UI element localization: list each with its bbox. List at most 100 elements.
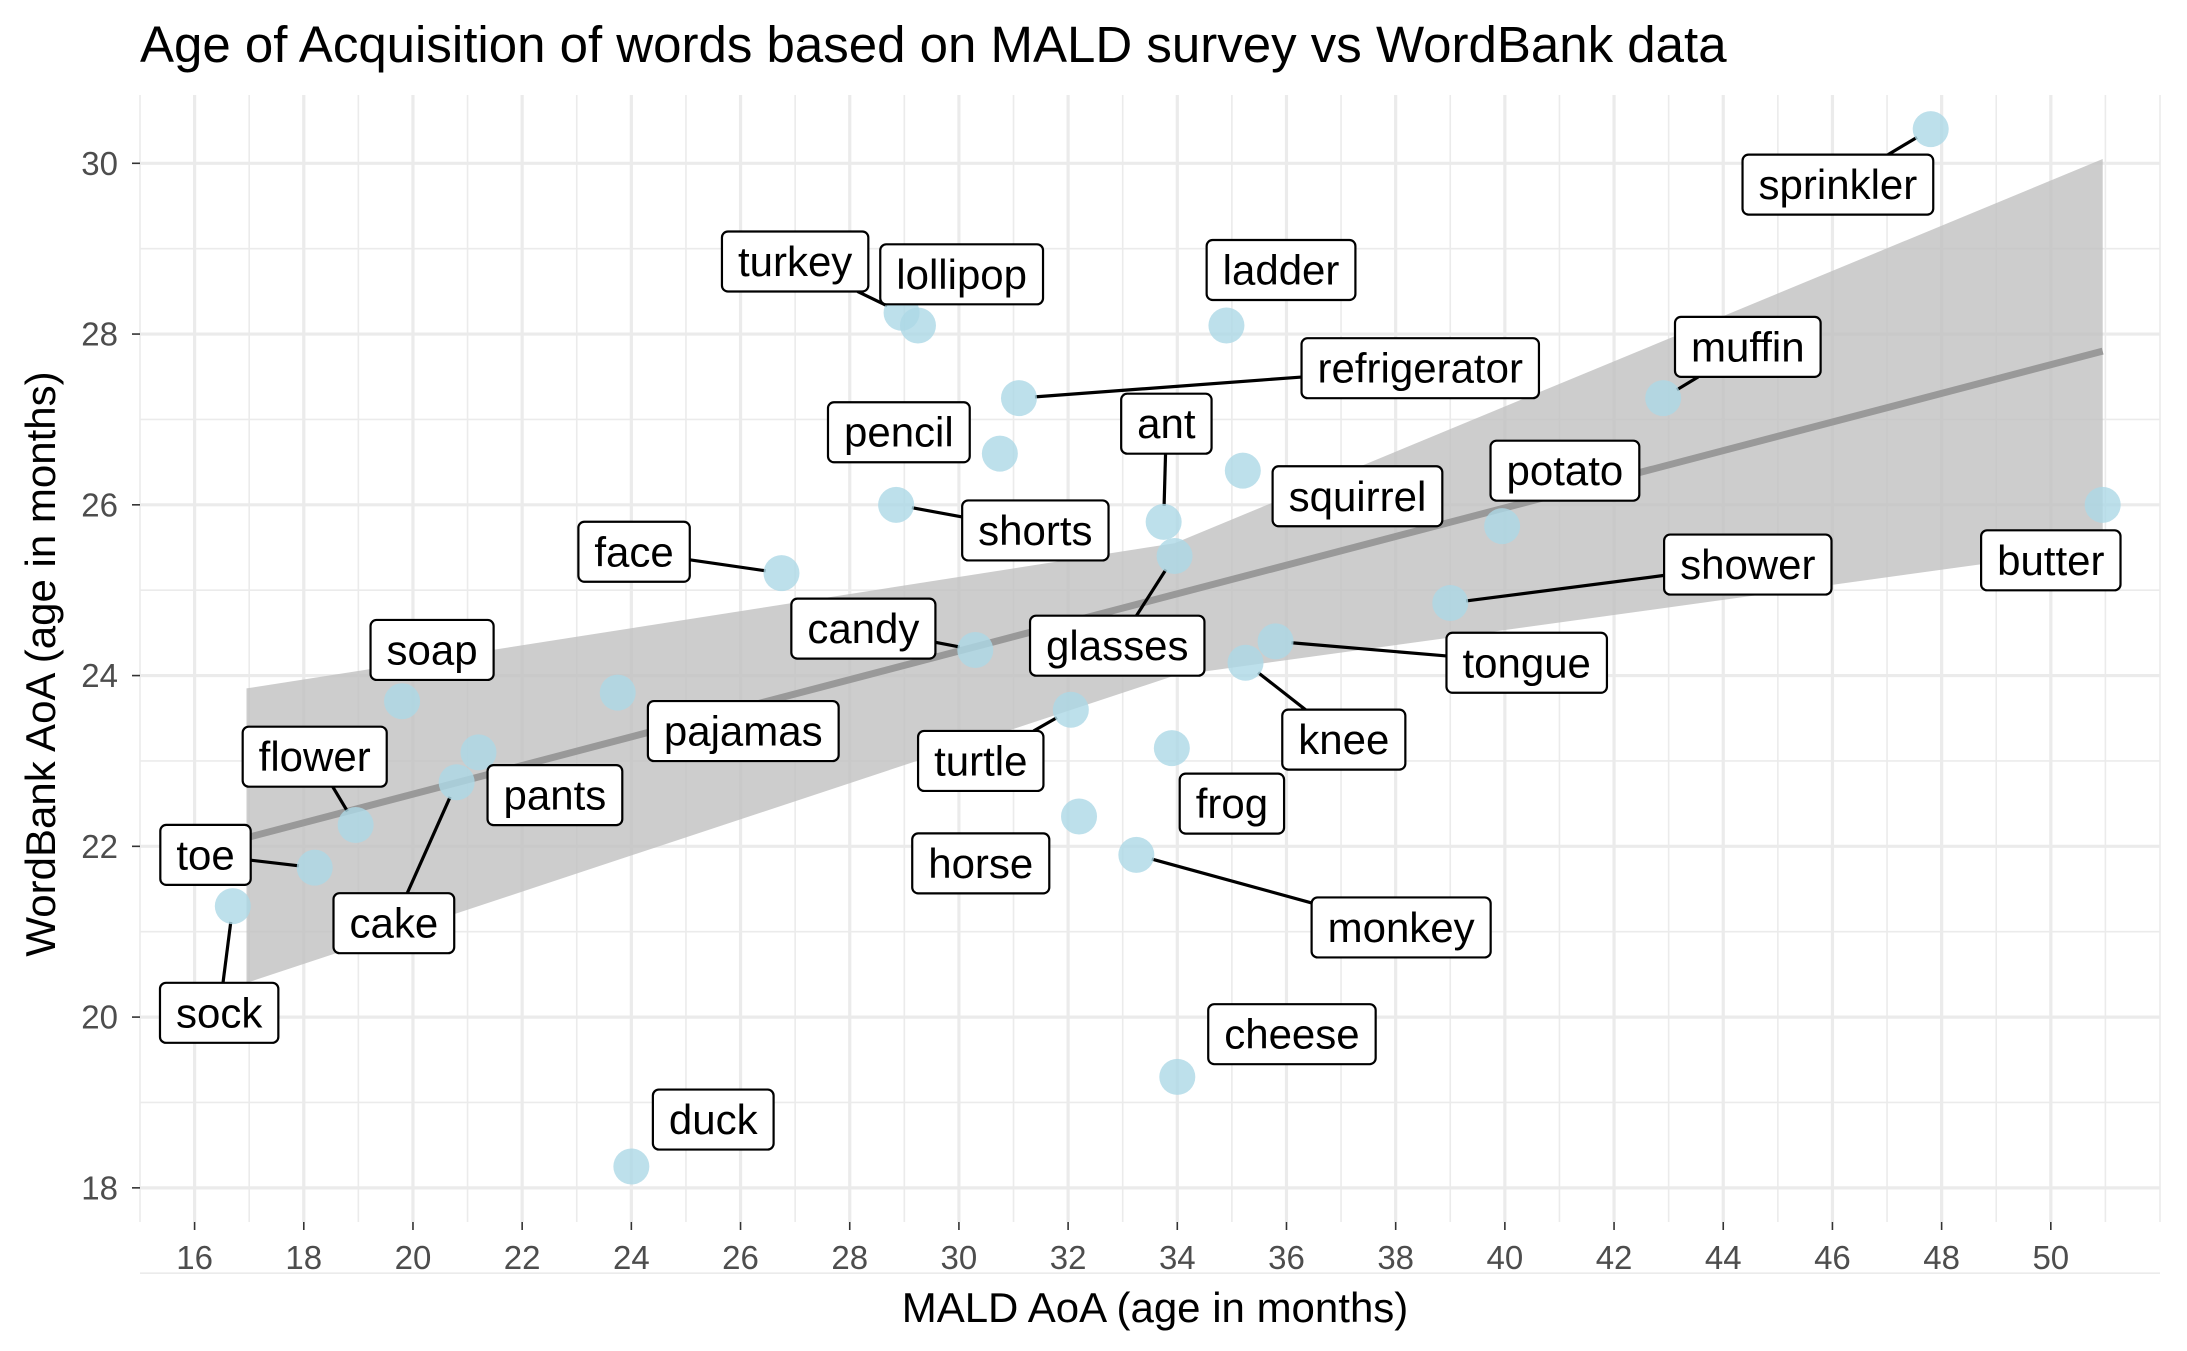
point-label-text: frog xyxy=(1196,780,1268,827)
y-tick-label: 18 xyxy=(81,1169,118,1206)
point-label-box xyxy=(1028,614,1206,677)
point-label-box xyxy=(1207,1003,1377,1066)
point-label-box xyxy=(1663,533,1833,596)
point-label-text: squirrel xyxy=(1289,473,1427,520)
point-label-text: sprinkler xyxy=(1759,161,1918,208)
label-leader-line xyxy=(1257,671,1307,711)
data-point xyxy=(899,307,936,344)
point-label: pencil xyxy=(826,401,971,464)
data-point xyxy=(1227,644,1264,681)
point-label: duck xyxy=(651,1088,775,1151)
point-label: shorts xyxy=(961,499,1110,562)
point-label-box xyxy=(646,699,840,763)
point-label-text: duck xyxy=(669,1096,759,1143)
point-label-text: toe xyxy=(176,831,234,878)
point-label: ladder xyxy=(1205,238,1357,302)
label-leader-line xyxy=(1291,641,1447,658)
point-label: potato xyxy=(1489,439,1641,502)
x-tick-label: 16 xyxy=(176,1239,213,1276)
point-label-box xyxy=(1489,439,1641,502)
x-tick-label: 48 xyxy=(1923,1239,1960,1276)
point-label-layer: sprinkler turkey lollipop ladder refrigerato… xyxy=(158,153,2122,1151)
point-label-box xyxy=(916,729,1045,793)
y-tick-label: 22 xyxy=(81,828,118,865)
point-label: squirrel xyxy=(1271,465,1444,528)
point-label-box xyxy=(1120,392,1213,455)
point-label-box xyxy=(369,618,495,682)
point-label-text: glasses xyxy=(1046,622,1188,669)
label-leader-line xyxy=(1032,716,1058,733)
label-leader-line xyxy=(935,640,960,649)
point-label: lollipop xyxy=(879,243,1045,306)
data-point xyxy=(1224,452,1261,489)
point-label: turkey xyxy=(720,230,870,293)
y-tick-label: 24 xyxy=(81,657,118,694)
x-tick-label: 30 xyxy=(941,1239,978,1276)
y-axis-title: WordBank AoA (age in months) xyxy=(17,371,64,956)
point-label-text: knee xyxy=(1298,716,1389,763)
point-label-box xyxy=(1980,529,2122,592)
point-label-box xyxy=(332,892,456,955)
point-label-text: turkey xyxy=(738,238,852,285)
data-point xyxy=(1118,836,1155,873)
data-point xyxy=(1159,1058,1196,1095)
data-point xyxy=(384,683,421,720)
data-point xyxy=(1052,691,1089,728)
point-label: pajamas xyxy=(646,699,840,763)
label-leader-line xyxy=(1465,573,1665,603)
label-leader-line xyxy=(1135,568,1168,617)
point-label-box xyxy=(961,499,1110,562)
y-tick-label: 30 xyxy=(81,145,118,182)
point-label-text: pants xyxy=(504,772,607,819)
point-label-box xyxy=(1271,465,1444,528)
point-label: cheese xyxy=(1207,1003,1377,1066)
data-point xyxy=(1156,538,1193,575)
data-point xyxy=(981,435,1018,472)
point-label-box xyxy=(826,401,971,464)
point-label-text: shower xyxy=(1680,541,1815,588)
data-point xyxy=(1645,380,1682,417)
label-leader-line xyxy=(689,558,766,573)
point-label-text: refrigerator xyxy=(1318,345,1523,392)
point-label: sock xyxy=(158,981,280,1044)
point-label-text: potato xyxy=(1507,447,1624,494)
point-label-text: tongue xyxy=(1462,639,1590,686)
x-tick-label: 38 xyxy=(1377,1239,1414,1276)
point-label: toe xyxy=(159,823,252,886)
point-label-box xyxy=(241,725,388,788)
point-label: candy xyxy=(790,597,937,660)
y-tick-label: 28 xyxy=(81,316,118,353)
chart-title: Age of Acquisition of words based on MAL… xyxy=(140,16,1727,73)
data-point xyxy=(1484,508,1521,545)
point-label-text: candy xyxy=(807,605,919,652)
point-label-text: shorts xyxy=(978,507,1092,554)
point-label-box xyxy=(790,597,937,660)
data-point xyxy=(1432,585,1469,622)
point-label-box xyxy=(1178,772,1286,835)
leader-line-layer xyxy=(221,135,1918,984)
point-label-box xyxy=(651,1088,775,1151)
point-label: frog xyxy=(1178,772,1286,835)
data-point xyxy=(2084,486,2121,523)
point-label-text: flower xyxy=(259,733,371,780)
point-label-text: pencil xyxy=(844,409,954,456)
x-tick-label: 32 xyxy=(1050,1239,1087,1276)
label-leader-line xyxy=(250,858,299,868)
label-leader-line xyxy=(221,921,233,984)
label-leader-line xyxy=(405,796,452,894)
x-tick-label: 20 xyxy=(395,1239,432,1276)
x-tick-label: 42 xyxy=(1596,1239,1633,1276)
label-leader-line xyxy=(1034,375,1302,399)
y-axis-ticks: 18 20 22 24 26 28 30 xyxy=(81,145,140,1206)
x-tick-label: 50 xyxy=(2032,1239,2069,1276)
label-leader-line xyxy=(911,506,963,519)
point-label-text: butter xyxy=(1997,537,2104,584)
point-label-box xyxy=(159,823,252,886)
point-label-box xyxy=(577,520,691,583)
point-label: flower xyxy=(241,725,388,788)
point-label-text: soap xyxy=(387,626,478,673)
point-label: monkey xyxy=(1310,896,1492,959)
label-leader-line xyxy=(1162,453,1168,506)
x-tick-label: 28 xyxy=(831,1239,868,1276)
x-tick-label: 46 xyxy=(1814,1239,1851,1276)
